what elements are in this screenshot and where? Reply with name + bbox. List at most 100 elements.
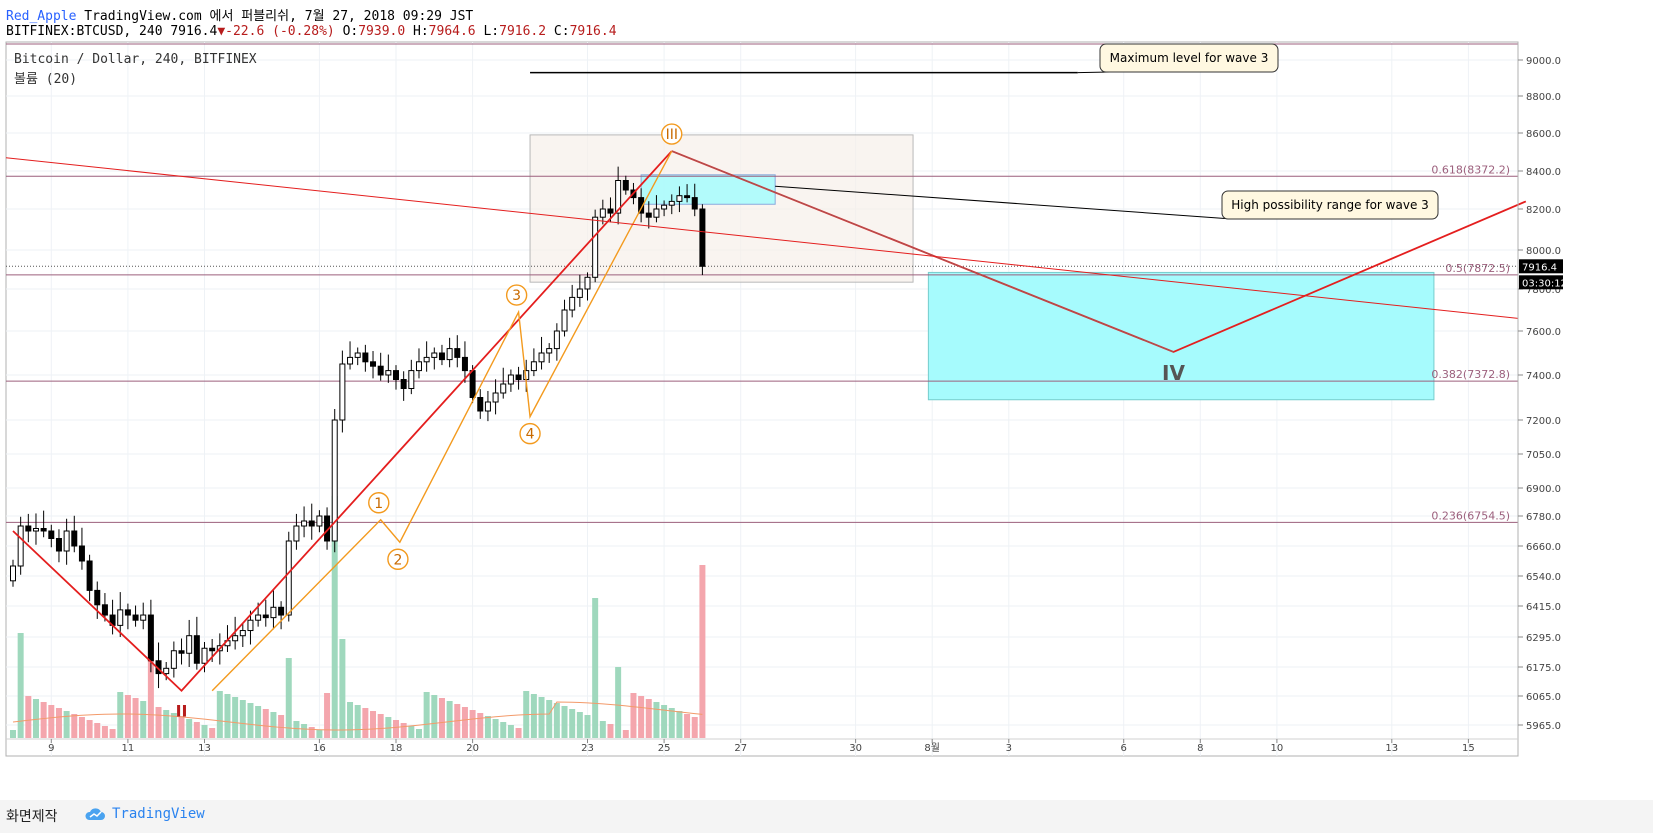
close-value: 7916.4 — [569, 24, 617, 39]
candle-body — [553, 330, 560, 350]
candle-body — [178, 650, 185, 654]
volume-bar — [415, 729, 422, 738]
price-tick-label: 6295.0 — [1526, 633, 1561, 644]
candle-body — [316, 515, 323, 527]
volume-bar — [17, 633, 24, 738]
candle-body — [699, 208, 706, 267]
candle-body — [684, 195, 691, 199]
candle-body — [239, 630, 246, 637]
volume-bar — [615, 667, 622, 738]
volume-bar — [63, 711, 70, 738]
wave3-target-box — [640, 174, 776, 205]
volume-bar — [538, 697, 545, 738]
price-tick-label: 6780.0 — [1526, 512, 1561, 523]
candle-body — [691, 197, 698, 210]
candle-body — [132, 614, 139, 621]
candle-body — [469, 370, 476, 399]
candle-body — [461, 356, 468, 372]
candle-body — [78, 545, 85, 562]
candle-body — [454, 348, 461, 358]
candle-body — [201, 647, 208, 664]
fib-label: 0.236(6754.5) — [1431, 509, 1510, 522]
volume-bar — [285, 658, 292, 738]
volume-bar — [630, 693, 637, 738]
volume-bar — [576, 712, 583, 738]
volume-bar — [699, 565, 706, 738]
volume-bar — [40, 702, 47, 738]
volume-bar — [500, 722, 507, 738]
candle-body — [668, 200, 675, 206]
price-tick-label: 8800.0 — [1526, 92, 1561, 103]
publish-text: TradingView.com 에서 퍼블리쉬, 7월 27, 2018 09:… — [84, 9, 474, 24]
candle-body — [408, 370, 415, 390]
candle-body — [17, 525, 24, 567]
candle-body — [576, 288, 583, 298]
volume-bar — [645, 699, 652, 738]
price-tick-label: 9000.0 — [1526, 56, 1561, 67]
wave-2-label-circle — [387, 548, 409, 570]
candle-body — [622, 180, 629, 191]
price-tick-label: 8600.0 — [1526, 129, 1561, 140]
candle-body — [638, 197, 645, 214]
wave-4-label-circle — [519, 422, 541, 445]
volume-bar — [477, 713, 484, 738]
volume-bar — [316, 730, 323, 738]
volume-bar — [239, 700, 246, 738]
author-name[interactable]: Red_Apple — [6, 9, 77, 24]
candle-body — [546, 348, 553, 354]
wave-II-label: II — [176, 702, 188, 721]
candle-body — [32, 528, 39, 532]
tradingview-link[interactable]: TradingView — [84, 806, 205, 822]
candle-body — [48, 530, 55, 539]
volume-bar — [331, 496, 338, 738]
time-tick-label: 18 — [390, 743, 403, 754]
candle-body — [653, 208, 660, 218]
candle-body — [55, 538, 62, 552]
volume-bar — [684, 714, 691, 738]
volume-bar — [347, 702, 354, 738]
volume-bar — [117, 692, 124, 738]
candle-body — [377, 365, 384, 376]
candle-body — [393, 370, 399, 381]
candle-body — [538, 352, 545, 363]
volume-bar — [354, 705, 361, 738]
candle-body — [515, 374, 522, 380]
volume-bar — [507, 725, 514, 738]
volume-bar — [262, 709, 269, 738]
wave-2-label: 2 — [393, 552, 402, 568]
volume-legend: 볼륨 (20) — [14, 72, 78, 87]
volume-bar — [86, 720, 93, 738]
volume-bar — [25, 696, 32, 738]
time-axis[interactable]: 9 11 13 16 18 20 23 25 27 30 8월 3 6 8 10 13 15 — [6, 738, 1518, 754]
fib-label: 0.618(8372.2) — [1431, 163, 1510, 176]
high-possibility-callout-pointer — [775, 185, 1233, 220]
price-tick-label: 6065.0 — [1526, 692, 1561, 703]
volume-bar — [423, 692, 430, 738]
candle-body — [446, 348, 453, 361]
price-chart[interactable]: 0.618(8372.2) 0.5(7872.5) 0.382(7372.8) 0.2… — [0, 0, 1653, 800]
candle-body — [63, 530, 70, 552]
volume-bar — [584, 715, 591, 738]
time-tick-label: 13 — [1385, 743, 1398, 754]
last-price-label: 7916.4 — [1522, 262, 1557, 273]
candle-body — [423, 356, 430, 363]
high-label: H: — [413, 24, 429, 39]
candle-body — [354, 352, 361, 358]
max-level-callout: Maximum level for wave 3 — [1110, 51, 1269, 65]
price-tick-label: 6540.0 — [1526, 572, 1561, 583]
candle-body — [599, 208, 606, 218]
candle-body — [209, 647, 216, 652]
candle-body — [124, 609, 131, 616]
volume-bar — [247, 703, 254, 738]
time-tick-label: 6 — [1121, 743, 1127, 754]
volume-bar — [132, 698, 139, 738]
volume-bar — [661, 705, 668, 738]
volume-bar — [431, 695, 438, 738]
candle-body — [117, 609, 124, 626]
volume-bar — [484, 716, 491, 738]
price-axis[interactable]: 9000.0 8800.0 8600.0 8400.0 8200.0 8000.0 7800… — [1517, 42, 1567, 756]
candle-body — [301, 520, 308, 527]
candle-body — [331, 419, 338, 542]
wave-1-label-circle — [368, 492, 390, 514]
brand-label: TradingView — [112, 806, 205, 822]
